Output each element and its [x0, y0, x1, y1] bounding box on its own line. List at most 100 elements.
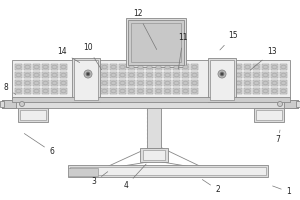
Bar [14, 72, 22, 78]
Ellipse shape [61, 81, 66, 85]
Bar [32, 88, 40, 94]
Bar [136, 72, 144, 78]
Circle shape [84, 70, 92, 78]
Ellipse shape [156, 89, 161, 93]
Ellipse shape [102, 65, 107, 69]
Bar [244, 79, 251, 86]
Ellipse shape [192, 81, 197, 85]
Bar [182, 79, 189, 86]
Bar [182, 64, 189, 70]
Ellipse shape [43, 89, 48, 93]
Bar [154, 64, 162, 70]
Ellipse shape [281, 73, 286, 77]
Ellipse shape [61, 65, 66, 69]
Bar [23, 88, 31, 94]
Ellipse shape [147, 81, 152, 85]
Text: 15: 15 [220, 31, 238, 50]
Ellipse shape [120, 65, 125, 69]
Text: 11: 11 [178, 33, 188, 69]
Text: 7: 7 [276, 130, 280, 144]
Bar [235, 79, 242, 86]
Ellipse shape [281, 65, 286, 69]
Bar [271, 79, 278, 86]
Bar [280, 64, 287, 70]
Ellipse shape [52, 73, 57, 77]
Ellipse shape [165, 89, 170, 93]
Bar [128, 72, 135, 78]
Text: 12: 12 [133, 9, 157, 50]
Ellipse shape [236, 89, 241, 93]
Bar [253, 64, 260, 70]
Text: 2: 2 [202, 180, 220, 194]
Bar [110, 79, 117, 86]
Bar [146, 64, 153, 70]
Bar [271, 88, 278, 94]
Ellipse shape [263, 89, 268, 93]
Bar [182, 72, 189, 78]
Bar [210, 60, 234, 100]
Bar [41, 79, 49, 86]
Ellipse shape [174, 73, 179, 77]
Ellipse shape [129, 89, 134, 93]
Ellipse shape [272, 81, 277, 85]
Ellipse shape [272, 73, 277, 77]
Bar [110, 64, 117, 70]
Bar [244, 88, 251, 94]
Ellipse shape [174, 65, 179, 69]
Bar [262, 88, 269, 94]
Ellipse shape [16, 89, 21, 93]
Bar [262, 64, 269, 70]
Bar [41, 72, 49, 78]
Ellipse shape [174, 81, 179, 85]
Bar [128, 88, 135, 94]
Bar [41, 88, 49, 94]
Bar [74, 60, 98, 100]
Ellipse shape [129, 65, 134, 69]
Bar [68, 168, 98, 176]
Ellipse shape [25, 73, 30, 77]
Bar [136, 88, 144, 94]
Ellipse shape [25, 81, 30, 85]
Bar [41, 64, 49, 70]
Bar [14, 64, 22, 70]
Bar [118, 88, 126, 94]
Ellipse shape [263, 73, 268, 77]
Bar [136, 79, 144, 86]
Ellipse shape [25, 65, 30, 69]
Ellipse shape [236, 81, 241, 85]
Text: 10: 10 [83, 44, 101, 70]
Bar [271, 72, 278, 78]
Bar [23, 72, 31, 78]
Bar [244, 72, 251, 78]
Bar [172, 64, 180, 70]
Bar [50, 88, 58, 94]
Ellipse shape [34, 89, 39, 93]
Ellipse shape [272, 65, 277, 69]
Bar [190, 64, 198, 70]
Ellipse shape [236, 73, 241, 77]
Ellipse shape [272, 89, 277, 93]
Bar [182, 88, 189, 94]
Bar [154, 72, 162, 78]
Ellipse shape [245, 81, 250, 85]
Circle shape [220, 72, 224, 76]
Ellipse shape [138, 65, 143, 69]
Ellipse shape [138, 73, 143, 77]
Bar [164, 72, 171, 78]
Bar [154, 88, 162, 94]
Bar [172, 72, 180, 78]
Bar [59, 64, 67, 70]
Ellipse shape [102, 73, 107, 77]
Bar [2, 100, 16, 108]
Bar [253, 72, 260, 78]
Ellipse shape [43, 81, 48, 85]
Ellipse shape [192, 89, 197, 93]
Bar [271, 64, 278, 70]
Ellipse shape [111, 81, 116, 85]
Bar [100, 64, 108, 70]
Ellipse shape [165, 65, 170, 69]
Ellipse shape [192, 73, 197, 77]
Bar [154, 79, 162, 86]
Bar [190, 72, 198, 78]
Bar [262, 72, 269, 78]
